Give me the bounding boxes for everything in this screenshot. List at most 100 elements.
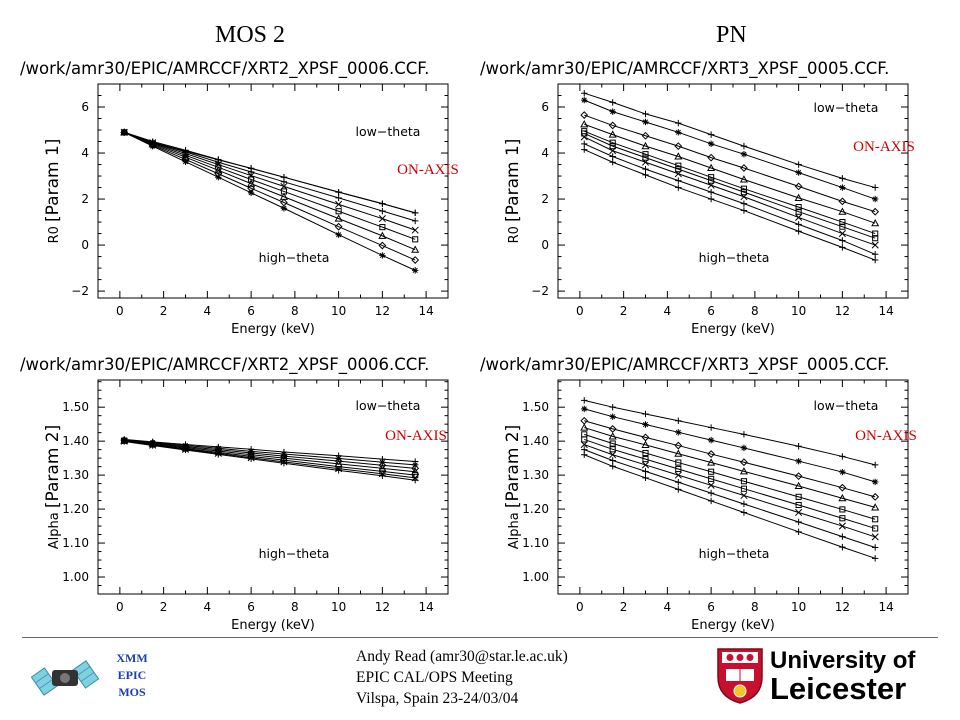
y-tick-label: 2 <box>81 192 89 206</box>
chart-title: /work/amr30/EPIC/AMRCCF/XRT3_XPSF_0005.C… <box>480 59 889 79</box>
data-point <box>580 440 588 449</box>
data-point <box>609 451 617 459</box>
shield-icon <box>717 648 763 704</box>
data-point <box>675 177 682 184</box>
data-point <box>379 207 386 215</box>
x-tick-label: 4 <box>204 304 212 318</box>
data-point <box>707 481 715 489</box>
y-axis-label-param: [Param 2] <box>503 425 523 508</box>
data-point <box>674 449 683 457</box>
data-point <box>641 158 650 166</box>
data-point <box>838 493 847 502</box>
data-point <box>609 143 616 150</box>
author-line: Andy Read (amr30@star.le.ac.uk) <box>356 648 568 665</box>
data-point <box>839 223 846 230</box>
chart-mos2-alpha: /work/amr30/EPIC/AMRCCF/XRT2_XPSF_0006.C… <box>20 346 480 636</box>
data-point <box>379 200 386 207</box>
data-point <box>215 451 222 458</box>
data-point <box>581 405 588 413</box>
pn-header: PN <box>716 22 747 48</box>
y-axis-label-main: R0 <box>507 222 522 243</box>
data-point <box>641 141 650 150</box>
data-point <box>334 214 343 222</box>
data-point <box>580 423 589 431</box>
data-point <box>642 171 649 179</box>
data-point <box>675 459 682 466</box>
x-tick-label: 4 <box>664 600 672 614</box>
data-point <box>740 200 748 207</box>
data-point <box>707 131 715 138</box>
x-tick-label: 8 <box>291 304 299 318</box>
data-point <box>675 129 682 136</box>
x-tick-label: 2 <box>160 600 168 614</box>
data-point <box>580 133 588 141</box>
data-point <box>581 96 588 104</box>
data-point <box>675 119 682 127</box>
data-point <box>708 177 715 184</box>
data-point <box>839 244 846 251</box>
low-theta-label: low−theta <box>814 398 879 413</box>
satellite-icon <box>30 648 100 713</box>
data-point <box>707 450 716 458</box>
series-line <box>124 131 416 240</box>
data-point <box>608 425 617 433</box>
data-point <box>675 486 682 493</box>
data-point <box>182 147 189 154</box>
university-logo: University of Leicester <box>716 645 938 707</box>
high-theta-label: high−theta <box>259 250 330 265</box>
y-axis-label: Alpha [Param 2] <box>43 425 63 549</box>
data-point <box>674 152 683 160</box>
y-tick-label: 1.30 <box>522 468 549 482</box>
data-point <box>674 170 682 178</box>
x-tick-label: 4 <box>204 600 212 614</box>
x-tick-label: 6 <box>247 304 255 318</box>
data-point <box>674 471 682 479</box>
data-point <box>675 184 682 191</box>
series-group <box>120 128 420 274</box>
data-point <box>378 215 386 223</box>
data-point <box>795 508 803 517</box>
data-point <box>280 182 288 190</box>
data-point <box>335 200 343 208</box>
data-point <box>707 140 715 148</box>
data-point <box>609 463 616 470</box>
data-point <box>379 224 386 231</box>
data-point <box>675 479 682 486</box>
x-tick-label: 8 <box>291 600 299 614</box>
x-tick-label: 0 <box>576 600 584 614</box>
data-point <box>608 130 617 138</box>
data-point <box>794 182 803 191</box>
data-point <box>280 205 288 212</box>
data-point <box>871 207 880 216</box>
data-point <box>411 267 419 274</box>
data-point <box>609 99 616 106</box>
high-theta-label: high−theta <box>259 546 330 561</box>
high-theta-label: high−theta <box>699 546 770 561</box>
x-axis-label: Energy (keV) <box>231 618 315 633</box>
y-tick-label: 0 <box>81 238 89 252</box>
data-point <box>838 483 847 492</box>
data-point <box>794 193 803 201</box>
data-point <box>335 467 342 474</box>
data-point <box>839 515 846 522</box>
data-point <box>707 163 716 172</box>
data-point <box>642 110 649 118</box>
data-point <box>581 130 588 137</box>
series-group <box>580 90 880 264</box>
data-point <box>795 208 802 215</box>
data-point <box>839 543 846 551</box>
chart-svg: /work/amr30/EPIC/AMRCCF/XRT2_XPSF_0006.C… <box>20 355 449 633</box>
x-tick-label: 0 <box>116 600 124 614</box>
x-tick-label: 2 <box>620 304 628 318</box>
data-point <box>675 166 682 173</box>
data-point <box>642 421 649 428</box>
y-tick-label: 1.40 <box>62 434 89 448</box>
data-point <box>641 433 650 442</box>
data-point <box>838 230 846 238</box>
x-tick-label: 12 <box>835 304 850 318</box>
plot-frame <box>97 83 449 299</box>
on-axis-label: ON-AXIS <box>853 139 915 155</box>
low-theta-label: low−theta <box>356 124 421 139</box>
data-point <box>795 213 803 222</box>
x-tick-label: 12 <box>835 600 850 614</box>
